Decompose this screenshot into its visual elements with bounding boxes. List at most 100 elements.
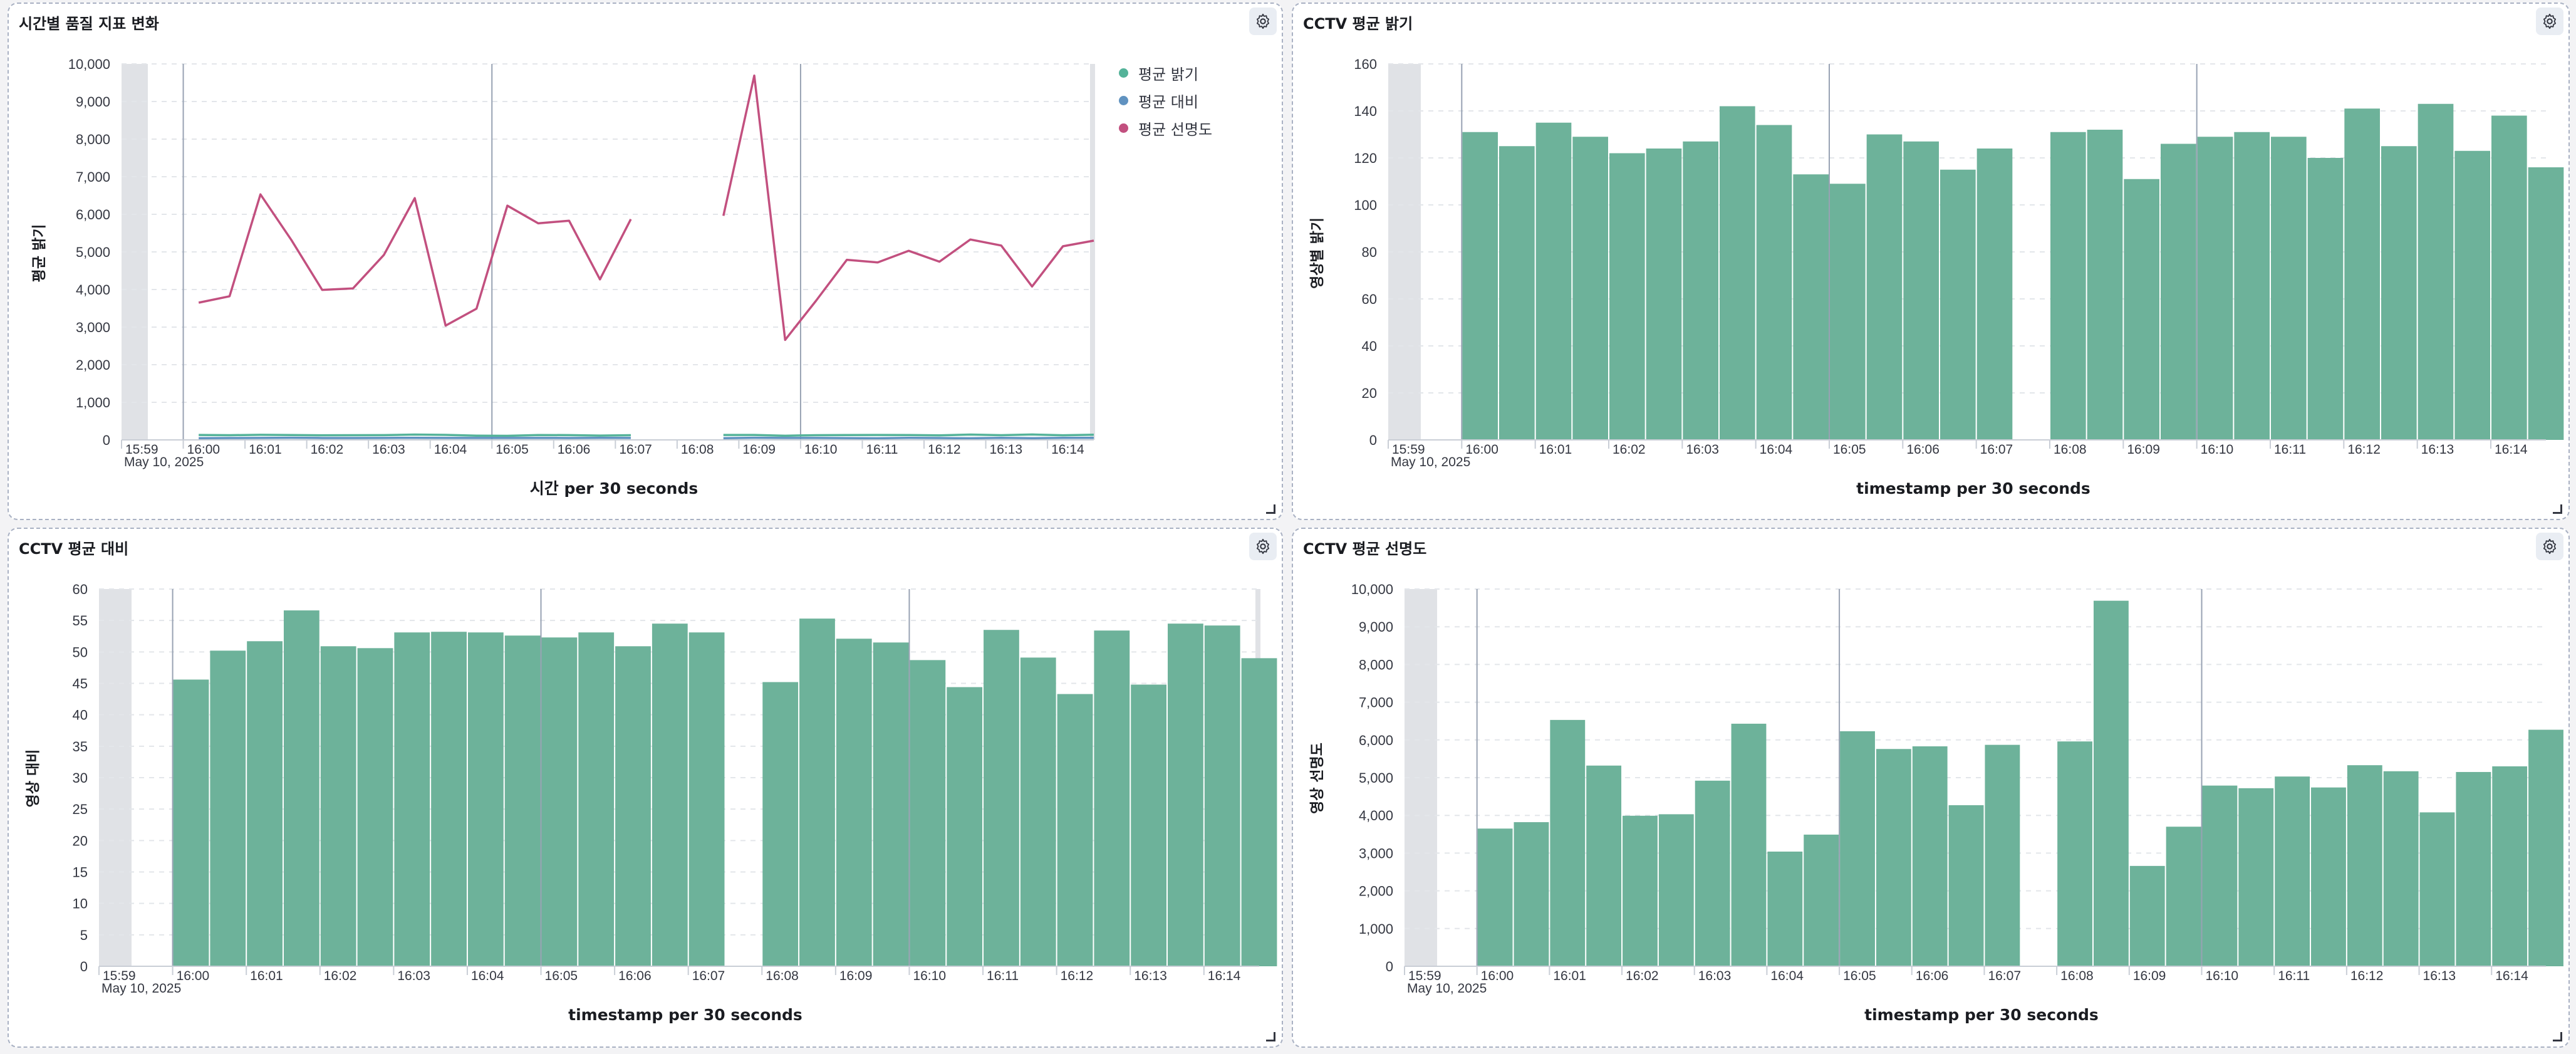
- x-date-label: May 10, 2025: [1391, 455, 1470, 469]
- y-tick-label: 9,000: [1359, 619, 1393, 635]
- bar: [2492, 766, 2528, 966]
- y-tick-label: 3,000: [76, 320, 110, 335]
- x-tick-label: 16:14: [1208, 969, 1241, 983]
- x-tick-label: 16:08: [681, 442, 714, 457]
- x-tick-label: 16:03: [397, 969, 430, 983]
- x-tick-label: 16:00: [187, 442, 221, 457]
- x-tick-label: 16:10: [2206, 969, 2239, 983]
- y-tick-label: 10: [73, 896, 88, 912]
- bar: [2166, 827, 2201, 966]
- x-tick-label: 16:05: [1833, 442, 1866, 457]
- out-of-range-band: [1388, 64, 1421, 440]
- x-tick-label: 16:12: [1061, 969, 1094, 983]
- x-tick-label: 16:13: [1134, 969, 1167, 983]
- panel-settings-button[interactable]: [2536, 533, 2563, 560]
- bar: [2238, 788, 2274, 966]
- y-tick-label: 1,000: [76, 395, 110, 410]
- bar: [210, 650, 246, 966]
- x-tick-label: 16:09: [2127, 442, 2160, 457]
- bar: [1731, 723, 1767, 966]
- bar: [1623, 815, 1658, 966]
- bar: [541, 637, 578, 966]
- bar: [836, 639, 872, 966]
- bar: [2271, 137, 2307, 440]
- y-tick-label: 5,000: [76, 244, 110, 260]
- x-tick-label: 15:59: [1392, 442, 1425, 457]
- x-tick-label: 16:11: [866, 442, 898, 457]
- bar: [2275, 776, 2310, 966]
- y-tick-label: 160: [1354, 56, 1377, 72]
- gear-icon: [2543, 538, 2557, 555]
- bar: [2491, 115, 2527, 440]
- x-tick-label: 16:05: [545, 969, 578, 983]
- bar: [1550, 719, 1586, 966]
- y-tick-label: 100: [1354, 197, 1377, 213]
- x-tick-label: 16:11: [2278, 969, 2310, 983]
- x-tick-label: 16:06: [558, 442, 591, 457]
- legend-item-sharpness[interactable]: 평균 선명도: [1119, 114, 1212, 142]
- x-tick-label: 16:02: [311, 442, 344, 457]
- y-axis-label: 영상별 밝기: [1309, 217, 1326, 289]
- y-tick-label: 80: [1362, 244, 1377, 260]
- y-tick-label: 55: [73, 613, 88, 629]
- bar: [1756, 125, 1792, 440]
- y-tick-label: 6,000: [76, 207, 110, 222]
- x-tick-label: 16:00: [177, 969, 210, 983]
- x-tick-label: 16:06: [618, 969, 652, 983]
- bar: [1912, 746, 1948, 966]
- series-line: [198, 193, 632, 327]
- panel-settings-button[interactable]: [1249, 533, 1277, 560]
- bar: [1646, 149, 1682, 440]
- y-tick-label: 0: [103, 432, 110, 448]
- bar: [873, 642, 909, 966]
- bar-chart: 0 20 40 60 80 100 120 140 160 영상별 밝기 15:59 16:00 16:…: [1309, 56, 2564, 498]
- bar: [1683, 141, 1718, 440]
- resize-handle-icon[interactable]: [2553, 504, 2562, 514]
- bar: [320, 646, 356, 966]
- panel-settings-button[interactable]: [2536, 8, 2563, 35]
- series-line: [723, 433, 1094, 437]
- x-date-label: May 10, 2025: [1407, 981, 1487, 996]
- x-tick-label: 16:03: [1698, 969, 1732, 983]
- y-tick-label: 20: [73, 833, 88, 848]
- resize-handle-icon[interactable]: [2553, 1032, 2562, 1041]
- y-tick-label: 10,000: [1351, 582, 1393, 597]
- x-tick-label: 16:05: [1843, 969, 1876, 983]
- bar: [247, 641, 283, 966]
- legend-item-brightness[interactable]: 평균 밝기: [1119, 59, 1212, 86]
- resize-handle-icon[interactable]: [1266, 504, 1275, 514]
- panel-settings-button[interactable]: [1249, 8, 1277, 35]
- bar: [1976, 149, 2013, 440]
- x-date-label: May 10, 2025: [101, 981, 181, 996]
- x-tick-label: 16:02: [1626, 969, 1659, 983]
- bar: [2129, 865, 2165, 966]
- y-axis-label: 영상 대비: [25, 749, 41, 808]
- bar: [1514, 822, 1549, 966]
- series-line: [199, 433, 631, 437]
- series-line: [199, 436, 631, 440]
- y-tick-label: 60: [73, 582, 88, 597]
- y-tick-label: 8,000: [1359, 657, 1393, 672]
- x-tick-label: 15:59: [125, 442, 158, 457]
- x-tick-label: 16:13: [2423, 969, 2456, 983]
- gear-icon: [2543, 13, 2557, 29]
- bar: [2197, 137, 2233, 440]
- legend-item-contrast[interactable]: 평균 대비: [1119, 86, 1212, 114]
- bar: [2087, 130, 2123, 440]
- bar-chart: 0 1,000 2,000 3,000 4,000 5,000 6,000 7,000 8,00…: [1309, 582, 2563, 1024]
- x-tick-label: 16:10: [804, 442, 838, 457]
- x-tick-label: 16:05: [496, 442, 529, 457]
- y-tick-label: 10,000: [68, 56, 110, 72]
- x-tick-label: 16:02: [1613, 442, 1646, 457]
- bar: [1985, 744, 2020, 966]
- panel-title: CCTV 평균 대비: [19, 540, 129, 558]
- bar: [2057, 741, 2092, 966]
- bar: [1586, 765, 1622, 966]
- bar: [2418, 103, 2454, 440]
- x-axis-label: timestamp per 30 seconds: [1864, 1006, 2099, 1024]
- x-tick-label: 16:09: [2133, 969, 2166, 983]
- resize-handle-icon[interactable]: [1266, 1032, 1275, 1041]
- x-tick-label: 16:12: [2350, 969, 2384, 983]
- bar: [2311, 787, 2346, 966]
- bar: [615, 646, 651, 966]
